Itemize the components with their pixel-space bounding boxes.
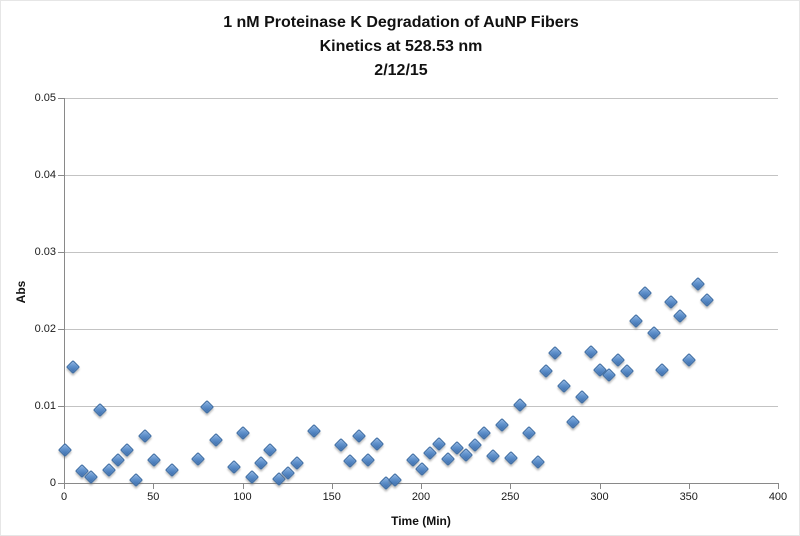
data-point-marker: [369, 437, 384, 452]
x-axis-line: [64, 483, 779, 484]
data-point-marker: [557, 378, 572, 393]
x-axis-tick-label: 100: [233, 491, 252, 503]
data-point-marker: [646, 325, 661, 340]
data-point-marker: [494, 417, 509, 433]
data-point-marker: [102, 462, 117, 477]
x-axis-tick: [688, 484, 690, 489]
x-axis-tick: [242, 484, 244, 489]
x-axis-tick-label: 300: [590, 491, 609, 503]
data-point-marker: [66, 360, 81, 375]
y-axis-line: [64, 98, 65, 484]
data-point-marker: [200, 399, 215, 414]
x-axis-tick: [331, 484, 333, 489]
x-axis-tick-label: 50: [147, 491, 160, 503]
data-point-marker: [226, 460, 242, 475]
data-point-marker: [664, 294, 679, 309]
y-axis-title: Abs: [14, 280, 28, 304]
y-axis-tick: [58, 175, 64, 176]
gridline: [64, 329, 778, 330]
x-axis-tick-label: 350: [679, 491, 698, 503]
data-point-marker: [700, 293, 715, 308]
x-axis-tick-label: 250: [501, 491, 520, 503]
data-point-marker: [414, 461, 429, 476]
y-axis-tick: [58, 406, 64, 407]
data-point-marker: [209, 432, 224, 447]
x-axis-tick-label: 0: [60, 491, 68, 503]
data-point-marker: [655, 362, 670, 377]
x-axis-tick-label: 150: [322, 491, 341, 503]
data-point-marker: [253, 455, 268, 470]
data-point-marker: [146, 453, 161, 468]
chart-title-line-1: 1 nM Proteinase K Degradation of AuNP Fi…: [223, 14, 579, 31]
data-point-marker: [441, 451, 456, 466]
data-point-marker: [637, 286, 652, 301]
chart-title: 1 nM Proteinase K Degradation of AuNP Fi…: [1, 11, 799, 83]
data-point-marker: [360, 453, 376, 468]
y-axis-tick-label: 0.02: [34, 323, 56, 335]
gridline: [64, 252, 778, 253]
x-axis-tick: [153, 484, 155, 489]
gridline: [64, 406, 778, 407]
y-axis-tick: [58, 329, 64, 330]
data-point-marker: [539, 364, 554, 379]
data-point-marker: [583, 344, 599, 359]
data-point-marker: [262, 442, 277, 457]
data-point-marker: [307, 424, 322, 439]
x-axis-tick-label: 200: [411, 491, 431, 503]
y-axis-tick: [58, 483, 64, 484]
x-axis-tick-label: 400: [768, 491, 788, 503]
y-axis-tick-label: 0.01: [34, 400, 56, 412]
data-point-marker: [351, 428, 367, 443]
data-point-marker: [548, 345, 563, 360]
data-point-marker: [619, 364, 634, 379]
gridline: [64, 98, 778, 99]
y-axis-tick-label: 0.03: [34, 246, 56, 258]
x-axis-tick: [778, 484, 779, 489]
data-point-marker: [530, 454, 545, 470]
data-point-marker: [691, 276, 706, 292]
data-point-marker: [119, 442, 135, 457]
data-point-marker: [610, 353, 625, 368]
chart-title-line-3: 2/12/15: [374, 62, 428, 79]
x-axis-tick: [421, 484, 422, 489]
data-point-marker: [164, 462, 179, 477]
y-axis-tick: [58, 252, 64, 253]
data-point-marker: [191, 451, 206, 466]
data-point-marker: [467, 437, 483, 453]
x-axis-tick: [64, 484, 65, 489]
chart-title-line-2: Kinetics at 528.53 nm: [319, 38, 483, 55]
data-point-marker: [673, 309, 688, 324]
data-point-marker: [334, 437, 349, 453]
y-axis-tick: [58, 98, 64, 99]
data-point-marker: [235, 425, 251, 440]
data-point-marker: [566, 414, 581, 429]
data-point-marker: [575, 390, 590, 405]
data-point-marker: [521, 426, 536, 441]
data-point-marker: [503, 451, 518, 466]
x-axis-title: Time (Min): [391, 514, 451, 528]
y-axis-tick-label: 0: [49, 477, 56, 489]
data-point-marker: [682, 352, 697, 367]
data-point-marker: [432, 437, 447, 452]
data-point-marker: [512, 397, 527, 413]
data-point-marker: [110, 453, 126, 468]
data-point-marker: [485, 448, 500, 463]
data-point-marker: [57, 442, 72, 457]
x-axis-tick: [510, 484, 512, 489]
data-point-marker: [476, 426, 492, 441]
data-point-marker: [128, 472, 143, 487]
gridline: [64, 175, 778, 176]
y-axis-tick-label: 0.04: [34, 169, 56, 181]
x-axis-tick: [599, 484, 601, 489]
data-point-marker: [343, 454, 358, 469]
data-point-marker: [628, 313, 643, 329]
y-axis-tick-label: 0.05: [34, 92, 56, 104]
data-point-marker: [137, 428, 152, 443]
data-point-marker: [289, 456, 304, 471]
